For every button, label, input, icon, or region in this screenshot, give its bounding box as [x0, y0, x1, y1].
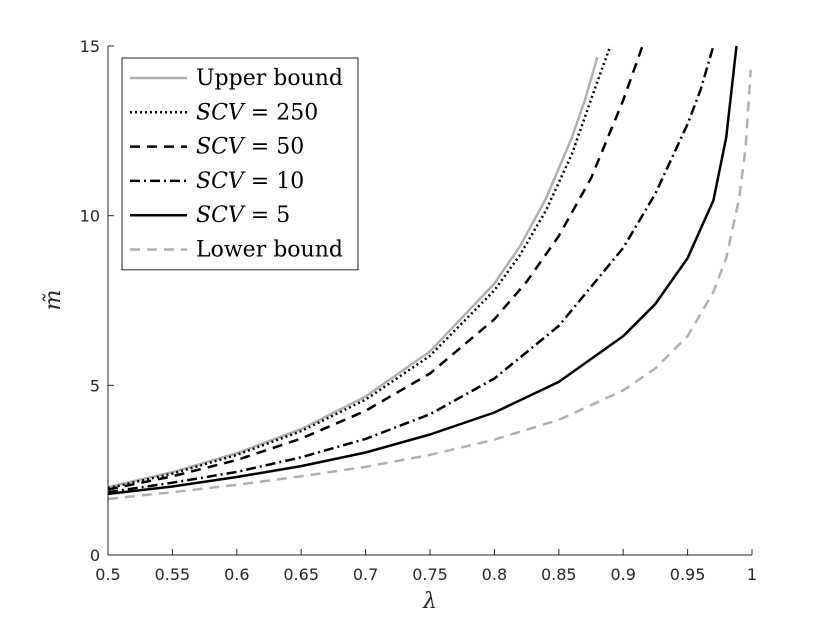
- x-tick-label: 0.8: [482, 565, 507, 584]
- y-tick-label: 5: [90, 376, 100, 395]
- series-line-4: [108, 46, 715, 494]
- x-tick-label: 0.55: [155, 565, 191, 584]
- series-line-3: [108, 46, 644, 491]
- legend-label: Lower bound: [196, 238, 343, 263]
- legend-label: SCV = 50: [196, 135, 304, 160]
- series-line-2: [108, 46, 612, 490]
- series-line-6: [108, 69, 752, 501]
- legend-label: SCV = 10: [196, 169, 304, 194]
- series-line-5: [108, 46, 738, 496]
- x-axis-ticks: 0.5 0.55 0.6 0.65 0.7 0.75 0.8 0.85 0.9 0.95 1: [95, 549, 757, 584]
- series-lines: [108, 46, 752, 501]
- legend-box: [121, 57, 359, 271]
- x-tick-label: 0.75: [412, 565, 448, 584]
- x-tick-label: 0.5: [95, 565, 120, 584]
- legend: Upper bound SCV = 250 SCV = 50 SCV = 10 SCV …: [121, 57, 359, 271]
- y-tick-label: 10: [80, 207, 100, 226]
- x-tick-label: 0.95: [670, 565, 706, 584]
- y-axis-label: m̃: [41, 290, 66, 311]
- x-tick-label: 0.9: [610, 565, 635, 584]
- y-tick-label: 0: [90, 546, 100, 565]
- x-tick-label: 0.6: [224, 565, 249, 584]
- legend-label: SCV = 250: [196, 100, 318, 125]
- series-line-1: [108, 56, 599, 489]
- x-tick-label: 0.65: [283, 565, 319, 584]
- x-tick-label: 0.7: [353, 565, 378, 584]
- legend-label: SCV = 5: [196, 203, 290, 228]
- y-axis-ticks: 0 5 10 15: [80, 37, 114, 565]
- x-axis-label: λ: [422, 589, 437, 614]
- y-tick-label: 15: [80, 37, 100, 56]
- x-tick-label: 1: [747, 565, 757, 584]
- x-tick-label: 0.85: [541, 565, 577, 584]
- legend-label: Upper bound: [196, 66, 343, 91]
